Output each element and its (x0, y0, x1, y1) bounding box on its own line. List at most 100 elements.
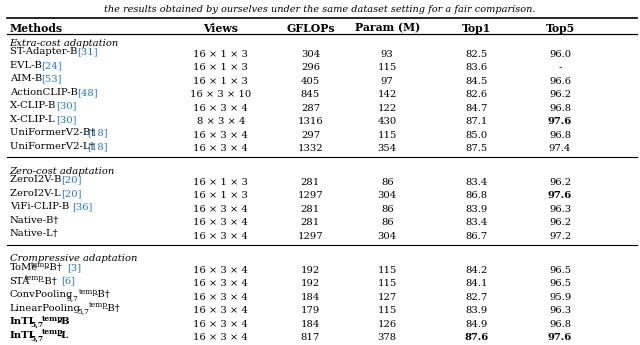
Text: [18]: [18] (88, 142, 108, 151)
Text: 5,7: 5,7 (77, 307, 89, 315)
Text: 96.2: 96.2 (549, 90, 571, 99)
Text: 16 × 3 × 10: 16 × 3 × 10 (190, 90, 252, 99)
Text: [53]: [53] (41, 74, 61, 83)
Text: 304: 304 (378, 232, 397, 241)
Text: 354: 354 (378, 144, 397, 153)
Text: -: - (558, 63, 562, 72)
Text: 87.5: 87.5 (466, 144, 488, 153)
Text: -L: -L (58, 331, 69, 339)
Text: [36]: [36] (72, 203, 92, 211)
Text: UniFormerV2-B†: UniFormerV2-B† (10, 128, 98, 137)
Text: 96.3: 96.3 (549, 205, 571, 214)
Text: [30]: [30] (56, 115, 77, 124)
Text: 96.6: 96.6 (549, 77, 571, 86)
Text: 86: 86 (381, 178, 394, 187)
Text: 5,7: 5,7 (31, 334, 44, 342)
Text: 378: 378 (378, 333, 397, 342)
Text: 97.6: 97.6 (548, 333, 572, 342)
Text: 97.6: 97.6 (548, 191, 572, 200)
Text: 96.5: 96.5 (549, 279, 571, 288)
Text: 97.2: 97.2 (549, 232, 571, 241)
Text: ViFi-CLIP-B: ViFi-CLIP-B (10, 203, 72, 211)
Text: 84.1: 84.1 (465, 279, 488, 288)
Text: [6]: [6] (61, 277, 76, 286)
Text: the results obtained by ourselves under the same dataset setting for a fair comp: the results obtained by ourselves under … (104, 5, 536, 14)
Text: 16 × 3 × 4: 16 × 3 × 4 (193, 279, 248, 288)
Text: 97.4: 97.4 (549, 144, 571, 153)
Text: Param (M): Param (M) (355, 23, 420, 33)
Text: 83.6: 83.6 (466, 63, 488, 72)
Text: 16 × 3 × 4: 16 × 3 × 4 (193, 293, 248, 302)
Text: InTI: InTI (10, 331, 34, 339)
Text: temp: temp (79, 288, 98, 296)
Text: Views: Views (204, 23, 238, 33)
Text: [31]: [31] (77, 47, 98, 56)
Text: [30]: [30] (56, 101, 77, 110)
Text: X-CLIP-L: X-CLIP-L (10, 115, 58, 124)
Text: 97.6: 97.6 (548, 117, 572, 126)
Text: 1332: 1332 (298, 144, 323, 153)
Text: 87.1: 87.1 (466, 117, 488, 126)
Text: 96.3: 96.3 (549, 306, 571, 315)
Text: 93: 93 (381, 50, 394, 59)
Text: 126: 126 (378, 319, 397, 328)
Text: [24]: [24] (41, 61, 61, 70)
Text: 16 × 3 × 4: 16 × 3 × 4 (193, 306, 248, 315)
Text: -B†: -B† (94, 290, 110, 299)
Text: 127: 127 (378, 293, 397, 302)
Text: 97: 97 (381, 77, 394, 86)
Text: 95.9: 95.9 (549, 293, 571, 302)
Text: 84.7: 84.7 (466, 104, 488, 113)
Text: 8 × 3 × 4: 8 × 3 × 4 (196, 117, 245, 126)
Text: 84.9: 84.9 (466, 319, 488, 328)
Text: 16 × 3 × 4: 16 × 3 × 4 (193, 266, 248, 275)
Text: 184: 184 (301, 319, 320, 328)
Text: 16 × 1 × 3: 16 × 1 × 3 (193, 178, 248, 187)
Text: [3]: [3] (67, 263, 81, 272)
Text: 83.4: 83.4 (466, 218, 488, 227)
Text: 86: 86 (381, 218, 394, 227)
Text: ToMe: ToMe (10, 263, 38, 272)
Text: 83.9: 83.9 (466, 205, 488, 214)
Text: 96.8: 96.8 (549, 319, 571, 328)
Text: ActionCLIP-B: ActionCLIP-B (10, 88, 81, 97)
Text: [20]: [20] (61, 189, 82, 198)
Text: [18]: [18] (88, 128, 108, 137)
Text: 192: 192 (301, 266, 320, 275)
Text: 845: 845 (301, 90, 320, 99)
Text: 287: 287 (301, 104, 320, 113)
Text: 5,7: 5,7 (31, 321, 44, 329)
Text: Crompressive adaptation: Crompressive adaptation (10, 255, 137, 264)
Text: 16 × 3 × 4: 16 × 3 × 4 (193, 218, 248, 227)
Text: 86: 86 (381, 205, 394, 214)
Text: Native-L†: Native-L† (10, 229, 58, 238)
Text: [48]: [48] (77, 88, 98, 97)
Text: 115: 115 (378, 306, 397, 315)
Text: Native-B†: Native-B† (10, 216, 59, 225)
Text: -B†: -B† (41, 277, 60, 286)
Text: 16 × 1 × 3: 16 × 1 × 3 (193, 77, 248, 86)
Text: 84.2: 84.2 (466, 266, 488, 275)
Text: ConvPooling: ConvPooling (10, 290, 73, 299)
Text: Top5: Top5 (545, 23, 575, 33)
Text: 86.8: 86.8 (466, 191, 488, 200)
Text: 16 × 3 × 4: 16 × 3 × 4 (193, 144, 248, 153)
Text: temp: temp (89, 301, 108, 309)
Text: 115: 115 (378, 279, 397, 288)
Text: 96.2: 96.2 (549, 178, 571, 187)
Text: 179: 179 (301, 306, 320, 315)
Text: 16 × 3 × 4: 16 × 3 × 4 (193, 131, 248, 140)
Text: InTI: InTI (10, 317, 34, 326)
Text: 96.8: 96.8 (549, 131, 571, 140)
Text: 96.0: 96.0 (549, 50, 571, 59)
Text: 430: 430 (378, 117, 397, 126)
Text: 142: 142 (378, 90, 397, 99)
Text: 16 × 3 × 4: 16 × 3 × 4 (193, 319, 248, 328)
Text: STA: STA (10, 277, 30, 286)
Text: 16 × 1 × 3: 16 × 1 × 3 (193, 50, 248, 59)
Text: UniFormerV2-L†: UniFormerV2-L† (10, 142, 97, 151)
Text: Methods: Methods (10, 23, 63, 33)
Text: 16 × 3 × 4: 16 × 3 × 4 (193, 104, 248, 113)
Text: 83.4: 83.4 (466, 178, 488, 187)
Text: 86.7: 86.7 (466, 232, 488, 241)
